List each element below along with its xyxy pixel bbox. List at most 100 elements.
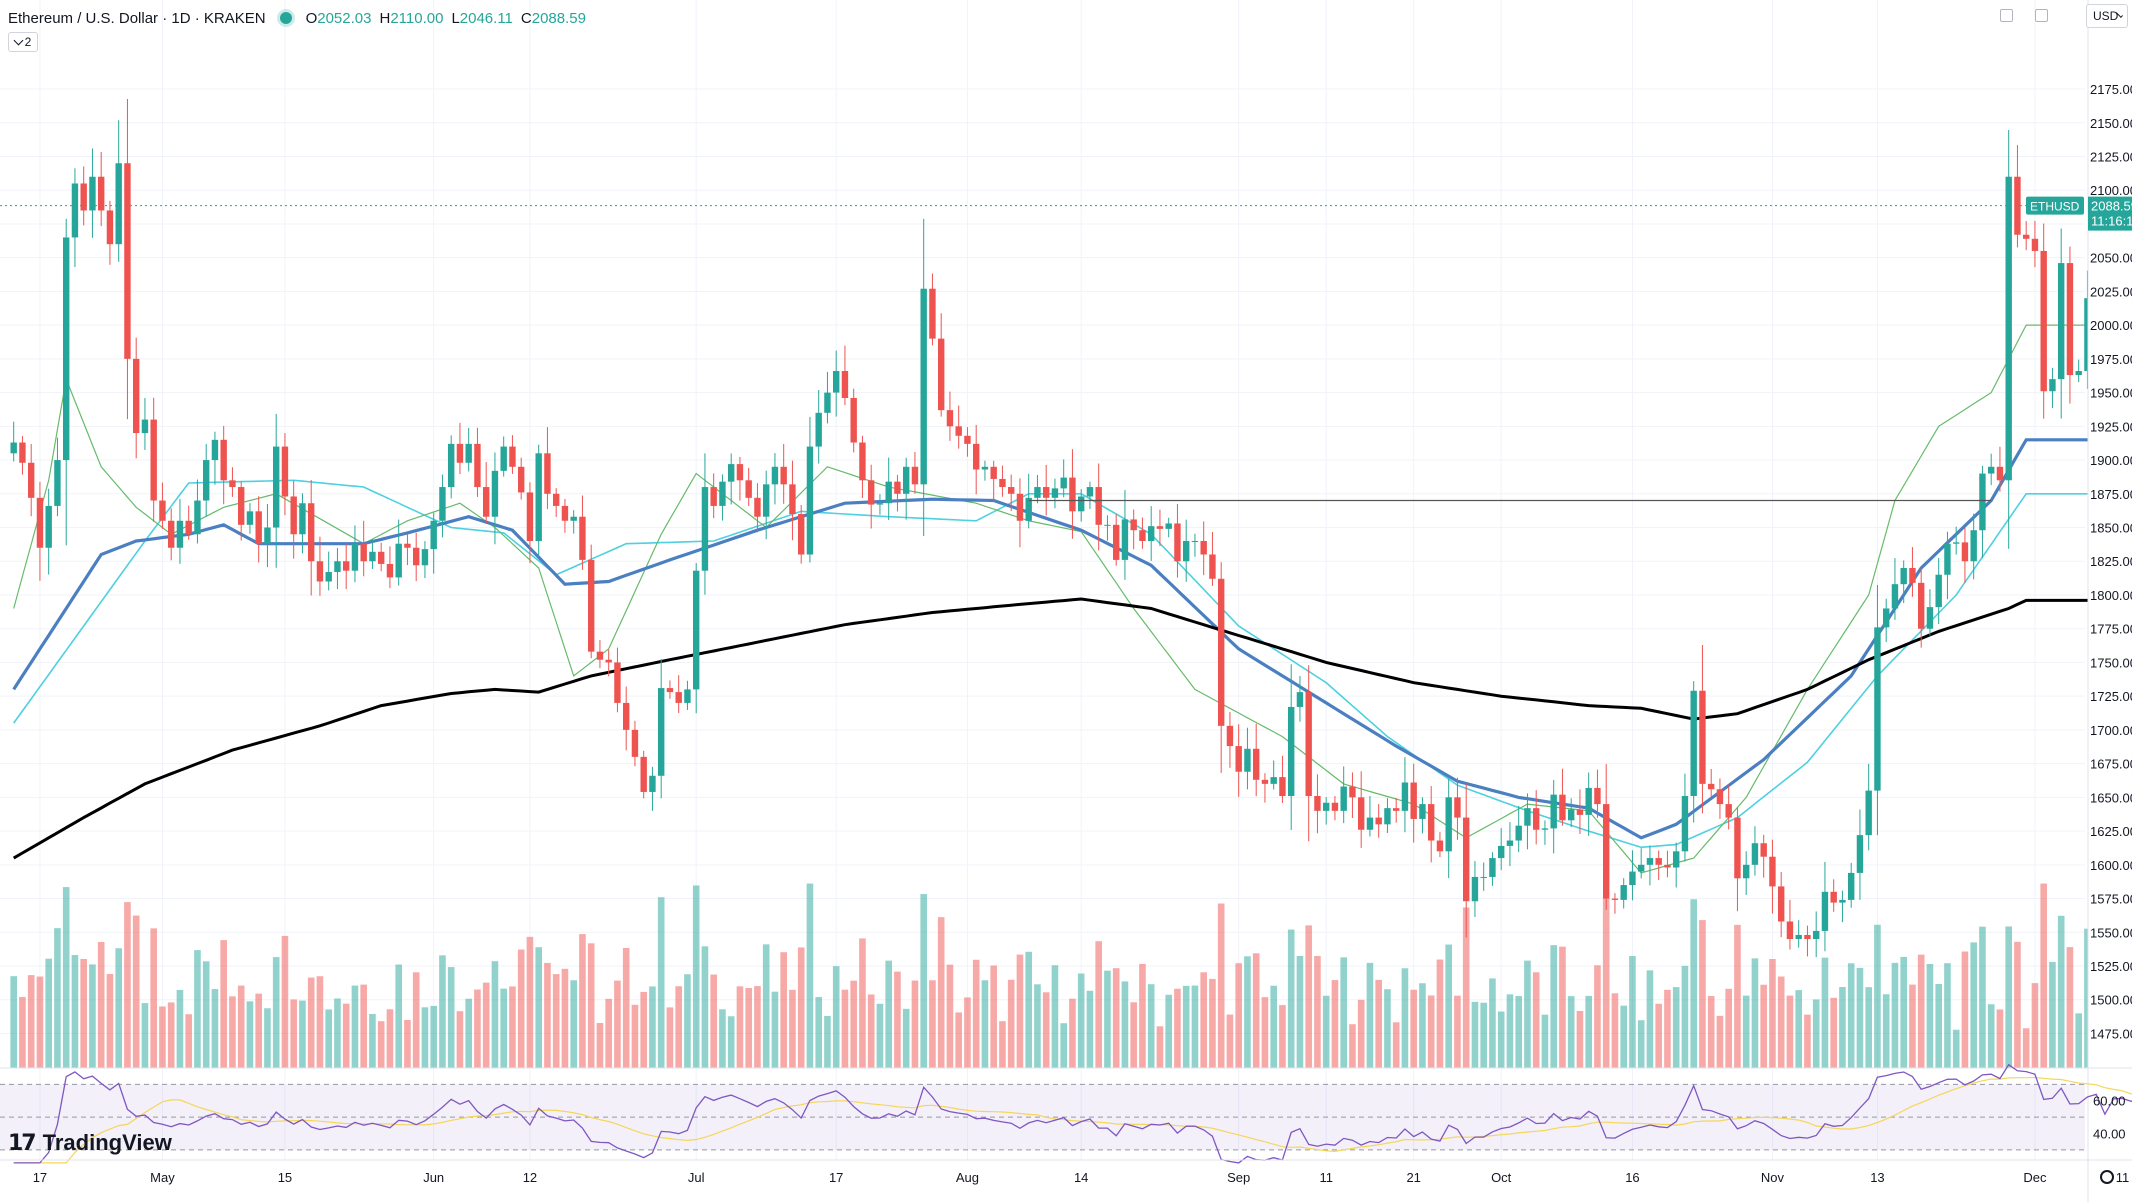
time-tick-label: 11 <box>2116 1170 2130 1185</box>
volume-bar <box>229 996 236 1068</box>
volume-bar <box>815 997 822 1068</box>
price-tick-label: 1725.00 <box>2090 689 2132 704</box>
candle-body <box>1804 934 1811 940</box>
candle-body <box>955 426 962 436</box>
volume-bar <box>1086 990 1094 1068</box>
candle-body <box>1261 779 1269 784</box>
indicator-collapse-button[interactable]: 2 <box>8 32 38 52</box>
moving-average-green <box>13 324 2132 874</box>
time-tick-label: Sep <box>1227 1170 1250 1185</box>
candle-body <box>141 419 149 434</box>
volume-bar <box>421 1007 429 1068</box>
volume-bar <box>45 958 52 1068</box>
symbol-title[interactable]: Ethereum / U.S. Dollar · 1D · KRAKEN <box>8 9 266 27</box>
tradingview-logo[interactable]: 17 TradingView <box>8 1130 172 1156</box>
volume-bar <box>1830 997 1837 1068</box>
volume-bar <box>587 943 595 1068</box>
candle-body <box>97 176 105 211</box>
volume-bar <box>1926 963 1934 1068</box>
time-tick-label: 17 <box>33 1170 47 1185</box>
candle-body <box>1664 864 1671 868</box>
candle-body <box>1777 886 1785 922</box>
candle-body <box>334 561 341 573</box>
volume-bar <box>1217 903 1225 1068</box>
volume-bar <box>1305 925 1312 1068</box>
currency-selector[interactable]: USD <box>2086 4 2128 28</box>
volume-bar <box>1480 1002 1487 1068</box>
candle-body <box>2075 371 2082 376</box>
candle-body <box>771 466 779 485</box>
rsi-tick-label: 40.00 <box>2093 1126 2126 1141</box>
candle-body <box>281 446 289 497</box>
candle-body <box>1567 809 1575 821</box>
candle-body <box>1585 787 1592 815</box>
candle-body <box>115 163 122 245</box>
volume-bar <box>1112 968 1120 1068</box>
candle-body <box>439 487 446 521</box>
settings-gear-icon[interactable] <box>2100 1170 2114 1184</box>
high-value: H2110.00 <box>379 9 444 27</box>
candle-body <box>999 478 1006 488</box>
candle-body <box>579 516 586 560</box>
rsi-pane: 60.00 40.00 <box>0 1063 2132 1164</box>
volume-bar <box>1489 978 1496 1068</box>
volume-bar <box>1646 970 1654 1068</box>
price-tick-label: 1825.00 <box>2090 554 2132 569</box>
candle-body <box>1427 804 1435 841</box>
candle-body <box>929 288 936 339</box>
volume-bar <box>806 883 814 1068</box>
candle-body <box>1384 808 1391 825</box>
maximize-icon[interactable] <box>2000 9 2013 22</box>
last-price-tag <box>2088 196 2132 231</box>
price-tick-label: 1875.00 <box>2090 487 2132 502</box>
volume-bar <box>2040 883 2047 1068</box>
candle-body <box>885 481 892 504</box>
candle-body <box>684 689 691 703</box>
volume-bar <box>1821 957 1829 1068</box>
volume-bar <box>1104 970 1111 1068</box>
time-tick-label: 12 <box>523 1170 537 1185</box>
candle-body <box>1340 786 1347 811</box>
candle-body <box>1007 487 1015 494</box>
candle-body <box>692 570 700 690</box>
candle-body <box>150 419 157 501</box>
candle-body <box>1174 523 1181 562</box>
volume-bar <box>797 947 805 1068</box>
volume-bar <box>1174 988 1181 1068</box>
volume-bar <box>185 1014 192 1068</box>
candle-body <box>1550 794 1557 829</box>
volume-bar <box>517 949 525 1068</box>
moving-average-cyan <box>13 479 2132 849</box>
volume-bar <box>176 989 184 1068</box>
restore-icon[interactable] <box>2035 9 2048 22</box>
candle-body <box>509 446 516 467</box>
volume-bar <box>430 1005 437 1068</box>
candle-body <box>1839 899 1846 903</box>
candle-body <box>666 688 674 693</box>
candle-body <box>657 688 665 776</box>
volume-bar <box>727 1016 735 1068</box>
candle-body <box>1532 808 1540 830</box>
volume-bar <box>2022 1028 2030 1068</box>
currency-label: USD <box>2093 9 2119 23</box>
volume-bar <box>1034 984 1041 1068</box>
symbol-header[interactable]: Ethereum / U.S. Dollar · 1D · KRAKEN O20… <box>8 7 586 29</box>
candle-body <box>246 511 254 525</box>
volume-bar <box>351 985 359 1068</box>
price-tick-label: 2000.00 <box>2090 318 2132 333</box>
candle-body <box>1095 487 1102 525</box>
candle-body <box>132 358 140 434</box>
candle-body <box>1786 921 1794 940</box>
volume-bar <box>1742 995 1750 1068</box>
volume-bar <box>1909 984 1916 1068</box>
candle-body <box>1576 809 1584 815</box>
volume-bar <box>1007 979 1015 1068</box>
candle-body <box>369 551 376 562</box>
volume-bar <box>920 894 927 1068</box>
volume-bar <box>1594 965 1601 1068</box>
candle-body <box>1279 777 1286 797</box>
candle-body <box>386 563 394 578</box>
volume-bar <box>1462 907 1470 1068</box>
candle-body <box>491 470 499 517</box>
